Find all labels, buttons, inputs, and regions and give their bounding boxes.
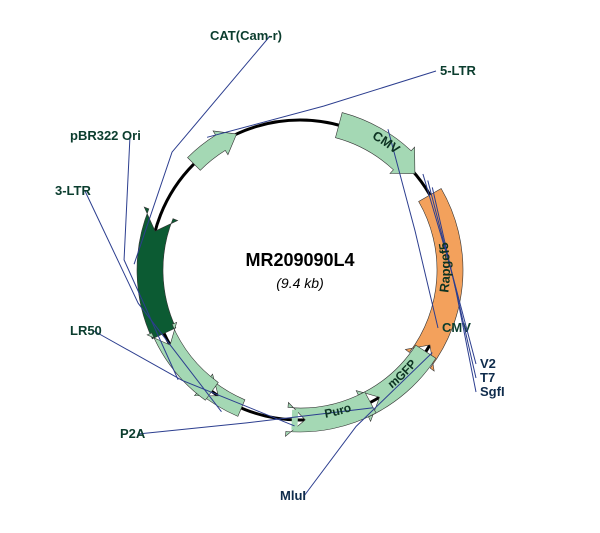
feature-rapgef5 (405, 189, 463, 372)
feature-ltr5 (188, 131, 237, 170)
label-ltr3: 3-LTR (55, 183, 91, 198)
label-t7: T7 (480, 370, 495, 385)
label-mlui: MluI (280, 488, 306, 503)
leader-ltr5 (207, 71, 436, 137)
label-p2a: P2A (120, 426, 146, 441)
label-cat: CAT(Cam-r) (210, 28, 282, 43)
label-pbr322: pBR322 Ori (70, 128, 141, 143)
label-v2: V2 (480, 356, 496, 371)
tick-lr50 (294, 410, 295, 430)
plasmid-map: CAT(Cam-r)5-LTRCMVV2T7SgfIMluIP2ALR503-L… (0, 0, 600, 533)
label-sgf1: SgfI (480, 384, 505, 399)
plasmid-name: MR209090L4 (245, 250, 354, 270)
curved-label-rapgef5: Rapgef5 (436, 241, 454, 293)
label-lr50: LR50 (70, 323, 102, 338)
label-ltr5: 5-LTR (440, 63, 476, 78)
plasmid-size: (9.4 kb) (276, 275, 323, 291)
